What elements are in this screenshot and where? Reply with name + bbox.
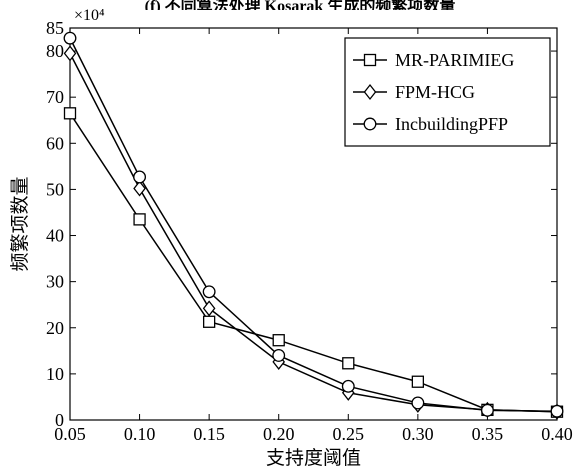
x-tick-label: 0.05 <box>54 424 86 444</box>
data-point <box>273 350 285 362</box>
data-point <box>65 108 76 119</box>
y-tick-label: 20 <box>46 318 64 338</box>
y-axis-multiplier: ×10⁴ <box>74 7 105 24</box>
legend-marker <box>364 118 376 130</box>
x-tick-label: 0.40 <box>541 424 573 444</box>
x-tick-label: 0.30 <box>402 424 434 444</box>
x-tick-label: 0.10 <box>124 424 156 444</box>
y-tick-label: 85 <box>46 18 64 38</box>
x-tick-label: 0.20 <box>263 424 295 444</box>
y-axis-label: 频繁项数量 <box>9 176 31 271</box>
data-point <box>204 301 215 315</box>
y-tick-label: 50 <box>46 179 64 199</box>
data-point <box>343 358 354 369</box>
y-tick-label: 10 <box>46 364 64 384</box>
y-tick-label: 60 <box>46 133 64 153</box>
legend-marker <box>365 55 376 66</box>
series-line <box>70 113 557 411</box>
x-axis-label: 支持度阈值 <box>266 447 361 469</box>
y-tick-label: 40 <box>46 226 64 246</box>
x-tick-label: 0.25 <box>333 424 365 444</box>
data-point <box>412 376 423 387</box>
data-point <box>482 405 494 417</box>
y-tick-label: 30 <box>46 272 64 292</box>
data-point <box>273 335 284 346</box>
data-point <box>203 286 215 298</box>
data-point <box>134 171 146 183</box>
y-tick-label: 70 <box>46 87 64 107</box>
data-point <box>65 46 76 60</box>
legend-label: IncbuildingPFP <box>395 114 508 134</box>
data-point <box>551 405 563 417</box>
data-point <box>134 214 145 225</box>
x-tick-label: 0.35 <box>472 424 504 444</box>
y-tick-label: 80 <box>46 41 64 61</box>
x-tick-label: 0.15 <box>193 424 225 444</box>
data-point <box>204 316 215 327</box>
legend-label: MR-PARIMIEG <box>395 50 514 70</box>
data-point <box>64 32 76 44</box>
legend: MR-PARIMIEG FPM-HCG IncbuildingPFP <box>345 38 550 146</box>
data-point <box>412 397 424 409</box>
legend-label: FPM-HCG <box>395 82 475 102</box>
data-point <box>342 381 354 393</box>
